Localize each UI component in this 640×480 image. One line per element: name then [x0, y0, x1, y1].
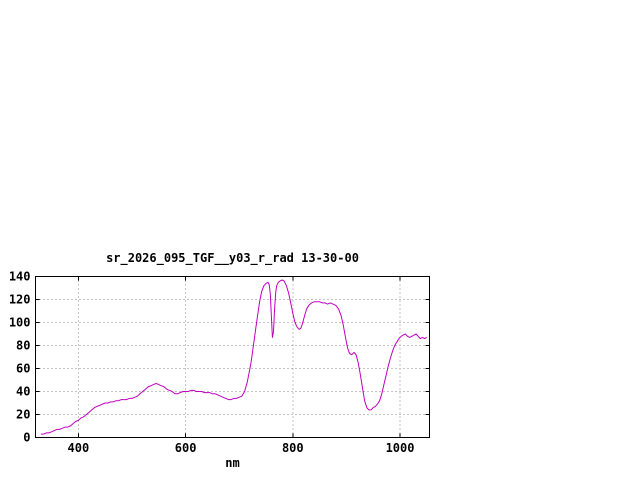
y-tick-label: 40 — [16, 385, 30, 399]
x-tick-label: 1000 — [386, 441, 415, 455]
y-tick-label: 20 — [16, 408, 30, 422]
series-line — [40, 279, 428, 435]
plot-border — [35, 276, 430, 438]
x-tick-label: 600 — [175, 441, 197, 455]
y-tick-label: 100 — [9, 316, 31, 330]
y-tick-label: 120 — [9, 293, 31, 307]
chart-title: sr_2026_095_TGF__y03_r_rad 13-30-00 — [106, 251, 359, 266]
y-tick-label: 80 — [16, 339, 30, 353]
x-tick-label: 800 — [282, 441, 304, 455]
y-tick-label: 140 — [9, 270, 31, 284]
y-tick-label: 60 — [16, 362, 30, 376]
x-tick-label: 400 — [68, 441, 90, 455]
y-tick-label: 0 — [23, 431, 30, 445]
x-axis-label: nm — [225, 456, 239, 470]
